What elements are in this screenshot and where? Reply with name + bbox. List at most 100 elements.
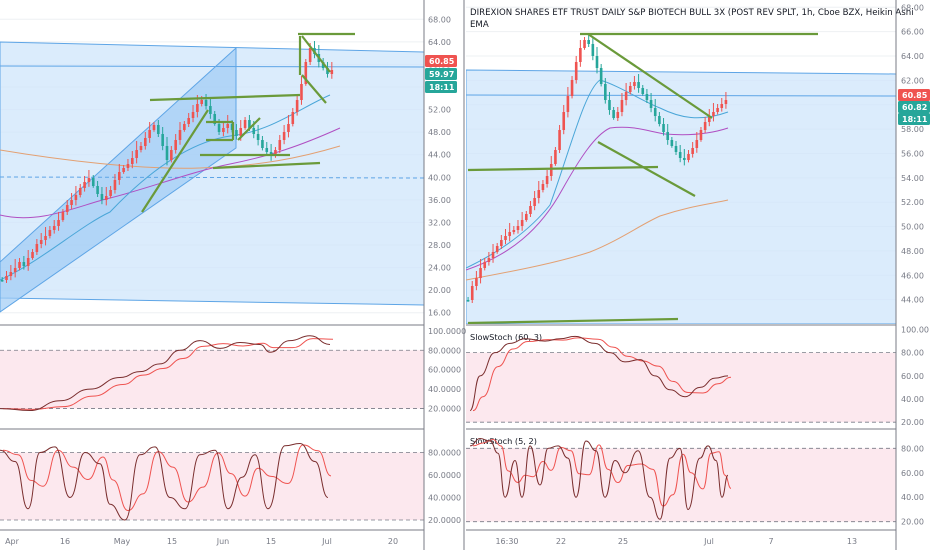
right-regression-channel (466, 69, 896, 324)
price-badge (898, 89, 930, 101)
candle (291, 112, 295, 124)
candle (139, 146, 143, 150)
candle (616, 112, 620, 118)
stoch-k-line (469, 438, 729, 520)
candle (87, 178, 91, 182)
candle (321, 62, 325, 68)
candle (628, 86, 632, 92)
indicator-tick-label: 60.00 (901, 469, 924, 478)
candle (716, 108, 719, 112)
candle (612, 110, 615, 118)
y-tick-label: 44.00 (428, 151, 451, 160)
right-chart-title: DIREXION SHARES ETF TRUST DAILY S&P BIOT… (470, 8, 914, 18)
right-x-axis: 16:30 22 25 Jul 7 13 (495, 537, 857, 546)
candle (200, 100, 204, 104)
right-candles (466, 35, 728, 303)
candle (191, 112, 195, 118)
candle (295, 100, 299, 112)
x-tick-label: 20 (388, 537, 398, 546)
indicator-tick-label: 80.0000 (428, 346, 461, 355)
candle (48, 230, 52, 236)
candle (691, 148, 694, 154)
candle (695, 140, 699, 148)
candle (287, 124, 290, 132)
left-dashed-level (0, 176, 424, 179)
candle (170, 150, 173, 160)
candle (204, 100, 208, 106)
candle (5, 276, 8, 280)
right-trendline (467, 165, 659, 172)
candle (148, 130, 151, 138)
candle (516, 226, 520, 230)
indicator-tick-label: 80.00 (901, 444, 924, 453)
candle (599, 68, 603, 84)
candle (641, 88, 645, 94)
price-badge (425, 81, 457, 93)
indicator-tick-label: 20.00 (901, 518, 924, 527)
indicator-tick-label: 20.0000 (428, 516, 461, 525)
candle (662, 124, 665, 132)
candle (595, 56, 599, 68)
stoch-k-line (0, 442, 329, 521)
right-ema-orange (466, 199, 729, 281)
candle (308, 48, 312, 62)
left-trendline (301, 74, 327, 104)
right-trendline (467, 317, 679, 324)
candle (579, 48, 582, 62)
y-tick-label: 46.00 (901, 271, 924, 280)
candle (70, 200, 73, 205)
candle (252, 128, 256, 134)
candle (174, 140, 177, 150)
candle (130, 158, 134, 164)
candle (587, 40, 590, 44)
candle (0, 280, 4, 282)
y-tick-label: 62.00 (901, 76, 924, 85)
candle (157, 125, 160, 134)
candle (78, 188, 82, 195)
candle (96, 186, 99, 194)
right-ema-blue (466, 79, 729, 269)
y-tick-label: 36.00 (428, 196, 451, 205)
left-x-axis: Apr 16 May 15 Jun 15 Jul 20 (5, 537, 398, 546)
y-tick-label: 32.00 (428, 218, 451, 227)
candle (61, 212, 65, 220)
candle (633, 82, 636, 86)
candle (649, 100, 653, 108)
candle (35, 244, 39, 252)
x-tick-label: 25 (618, 537, 628, 546)
candle (126, 164, 130, 168)
x-tick-label: 7 (768, 537, 773, 546)
candle (574, 62, 578, 80)
candle (104, 196, 108, 200)
y-tick-label: 64.00 (428, 38, 451, 47)
price-badge-label: 60.82 (902, 103, 927, 112)
indicator-tick-label: 40.00 (901, 395, 924, 404)
candle (13, 268, 17, 272)
y-tick-label: 58.00 (901, 125, 924, 134)
right-indicator-pane-1: 100.00 80.00 60.00 40.00 20.00 SlowStoch (60,… (466, 325, 929, 427)
candle (658, 116, 661, 124)
left-indicator-pane-1: 100.0000 80.0000 60.0000 40.0000 20.0000 (0, 327, 466, 414)
candle (52, 226, 56, 230)
price-badge-label: 18:11 (902, 115, 928, 124)
indicator-tick-label: 100.00 (901, 325, 929, 334)
x-tick-label: 16:30 (495, 537, 518, 546)
candle (604, 84, 607, 100)
left-trendlines (141, 32, 355, 213)
candle (265, 148, 269, 152)
candle (256, 134, 260, 140)
candle (678, 152, 682, 158)
candle (83, 182, 86, 188)
candle (683, 158, 686, 160)
y-tick-label: 44.00 (901, 296, 924, 305)
y-tick-label: 24.00 (428, 264, 451, 273)
left-indicator-pane-2: 80.0000 60.0000 40.0000 20.0000 (0, 442, 461, 525)
y-tick-label: 54.00 (901, 174, 924, 183)
candle (591, 44, 595, 56)
stoch-signal-line (472, 337, 732, 412)
candle (31, 252, 34, 258)
x-tick-label: Jun (216, 537, 230, 546)
right-trendline (597, 141, 696, 197)
candle (479, 268, 482, 278)
y-tick-label: 40.00 (428, 173, 451, 182)
